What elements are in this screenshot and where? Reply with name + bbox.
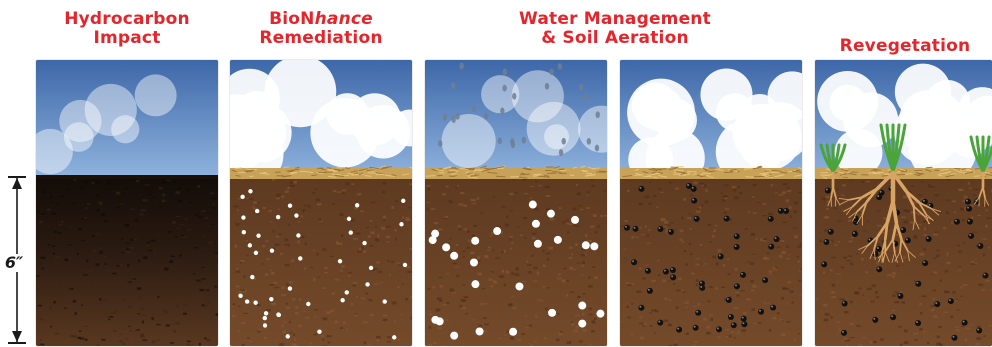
heading-line: & Soil Aeration: [541, 28, 689, 48]
heading-revegetation: Revegetation: [815, 37, 992, 83]
panel-soil-aeration: [620, 60, 802, 346]
heading-line: Hydrocarbon: [64, 9, 190, 29]
bionhance-applied-soil-illustration: [230, 60, 412, 346]
panel-water-management: [425, 60, 607, 346]
contaminated-soil-illustration: [36, 60, 218, 346]
panel-revegetation: [815, 60, 992, 346]
heading-line: Water Management: [519, 9, 711, 29]
heading-line: Impact: [93, 28, 161, 48]
heading-line: Revegetation: [839, 36, 971, 56]
heading-hydrocarbon-impact: Hydrocarbon Impact: [36, 10, 218, 56]
watered-soil-illustration: [425, 60, 607, 346]
heading-brand-italic: hance: [314, 9, 373, 29]
panel-bionhance-remediation: [230, 60, 412, 346]
heading-water-management-soil-aeration: Water Management & Soil Aeration: [430, 10, 800, 56]
revegetated-soil-illustration: [815, 60, 992, 346]
panel-hydrocarbon-impact: [36, 60, 218, 346]
heading-bionhance-remediation: BioNhance Remediation: [230, 10, 412, 56]
heading-line: BioNhance: [230, 10, 412, 29]
depth-label: 6″: [1, 254, 27, 272]
aerated-soil-illustration: [620, 60, 802, 346]
heading-line: Remediation: [259, 28, 383, 48]
heading-brand-prefix: BioN: [269, 9, 315, 29]
